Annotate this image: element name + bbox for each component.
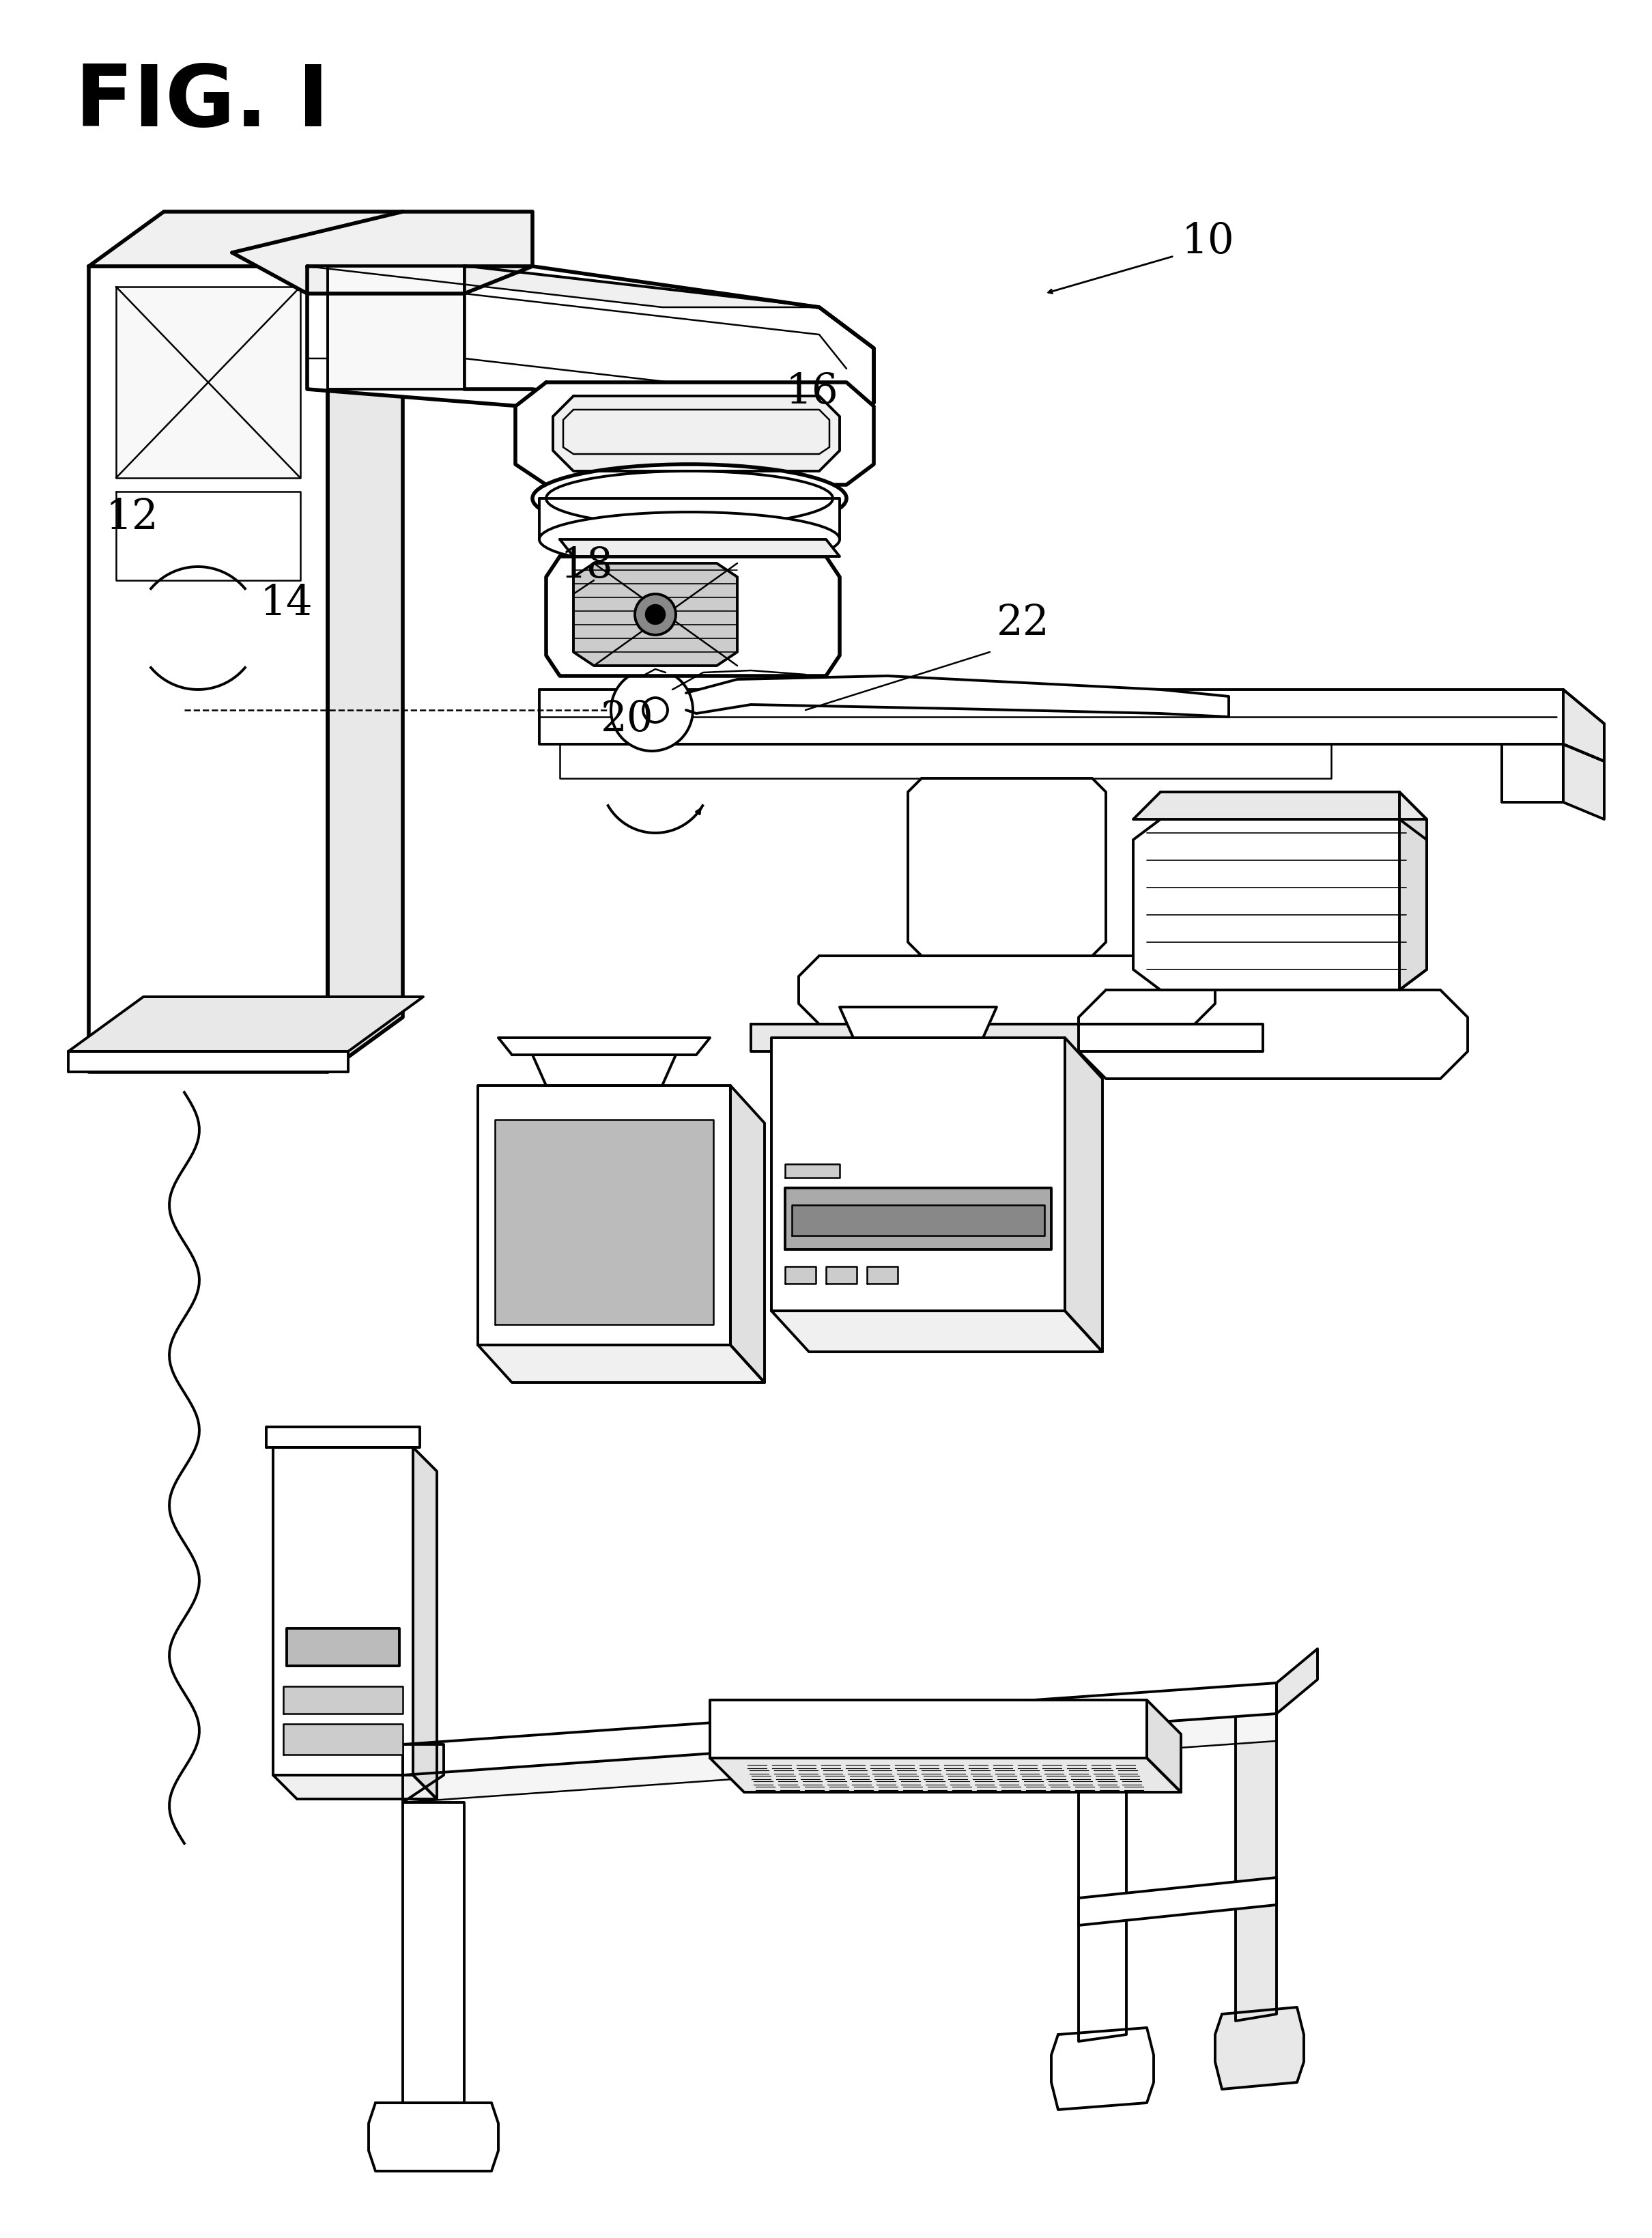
Polygon shape — [231, 213, 532, 293]
Polygon shape — [1563, 745, 1604, 819]
Polygon shape — [116, 286, 301, 479]
Polygon shape — [839, 1007, 996, 1038]
Polygon shape — [403, 1743, 444, 1802]
Polygon shape — [477, 1345, 765, 1383]
Polygon shape — [1133, 819, 1427, 989]
Polygon shape — [1066, 1038, 1102, 1352]
Text: 16: 16 — [785, 372, 838, 412]
Polygon shape — [1133, 792, 1427, 819]
Polygon shape — [282, 1723, 403, 1755]
Text: FIG. I: FIG. I — [74, 60, 329, 143]
Polygon shape — [89, 213, 403, 266]
Polygon shape — [686, 676, 1229, 716]
Polygon shape — [327, 266, 464, 389]
Polygon shape — [1563, 689, 1604, 761]
Polygon shape — [116, 492, 301, 580]
Polygon shape — [730, 1085, 765, 1383]
Polygon shape — [1502, 745, 1563, 801]
Polygon shape — [282, 1687, 403, 1714]
Circle shape — [643, 698, 667, 723]
Polygon shape — [68, 996, 423, 1052]
Polygon shape — [1236, 1694, 1277, 2021]
Polygon shape — [539, 499, 839, 539]
Polygon shape — [1051, 2028, 1153, 2110]
Polygon shape — [1079, 1714, 1127, 2041]
Polygon shape — [499, 1038, 710, 1054]
Polygon shape — [266, 1428, 420, 1448]
Text: 22: 22 — [996, 602, 1049, 645]
Polygon shape — [496, 1119, 714, 1325]
Circle shape — [646, 604, 664, 624]
Polygon shape — [1399, 792, 1427, 989]
Polygon shape — [573, 564, 737, 665]
Polygon shape — [909, 779, 1105, 956]
Polygon shape — [560, 745, 1332, 779]
Polygon shape — [89, 266, 327, 1072]
Polygon shape — [403, 1714, 1277, 1802]
Polygon shape — [560, 539, 839, 557]
Polygon shape — [307, 266, 819, 307]
Polygon shape — [785, 1188, 1051, 1249]
Polygon shape — [403, 1683, 1277, 1775]
Polygon shape — [413, 1448, 436, 1799]
Polygon shape — [1216, 2007, 1303, 2088]
Polygon shape — [547, 557, 839, 676]
Polygon shape — [798, 956, 1216, 1025]
Polygon shape — [710, 1701, 1146, 1759]
Ellipse shape — [532, 463, 846, 533]
Circle shape — [611, 669, 692, 752]
Text: 12: 12 — [106, 497, 159, 537]
Polygon shape — [477, 1085, 730, 1345]
Polygon shape — [785, 1267, 816, 1285]
Polygon shape — [1079, 1878, 1277, 1925]
Polygon shape — [287, 1629, 400, 1665]
Polygon shape — [327, 213, 403, 1072]
Polygon shape — [1079, 989, 1467, 1079]
Polygon shape — [273, 1775, 436, 1799]
Polygon shape — [368, 2104, 499, 2171]
Polygon shape — [826, 1267, 857, 1285]
Polygon shape — [771, 1038, 1066, 1311]
Polygon shape — [785, 1164, 839, 1177]
Text: 14: 14 — [259, 582, 312, 624]
Polygon shape — [791, 1204, 1044, 1235]
Text: 20: 20 — [601, 698, 654, 739]
Circle shape — [634, 593, 676, 636]
Text: 18: 18 — [560, 544, 613, 586]
Polygon shape — [307, 266, 874, 430]
Text: 10: 10 — [1181, 222, 1234, 262]
Polygon shape — [273, 1448, 413, 1775]
Polygon shape — [539, 689, 1604, 761]
Polygon shape — [403, 1802, 464, 2104]
Polygon shape — [1146, 1701, 1181, 1793]
Polygon shape — [1277, 1649, 1318, 1714]
Polygon shape — [553, 396, 839, 470]
Polygon shape — [532, 1054, 676, 1085]
Polygon shape — [515, 383, 874, 486]
Polygon shape — [68, 1052, 349, 1072]
Polygon shape — [867, 1267, 897, 1285]
Polygon shape — [752, 1025, 1262, 1052]
Polygon shape — [464, 266, 874, 430]
Ellipse shape — [539, 513, 839, 566]
Polygon shape — [710, 1759, 1181, 1793]
Polygon shape — [771, 1311, 1102, 1352]
